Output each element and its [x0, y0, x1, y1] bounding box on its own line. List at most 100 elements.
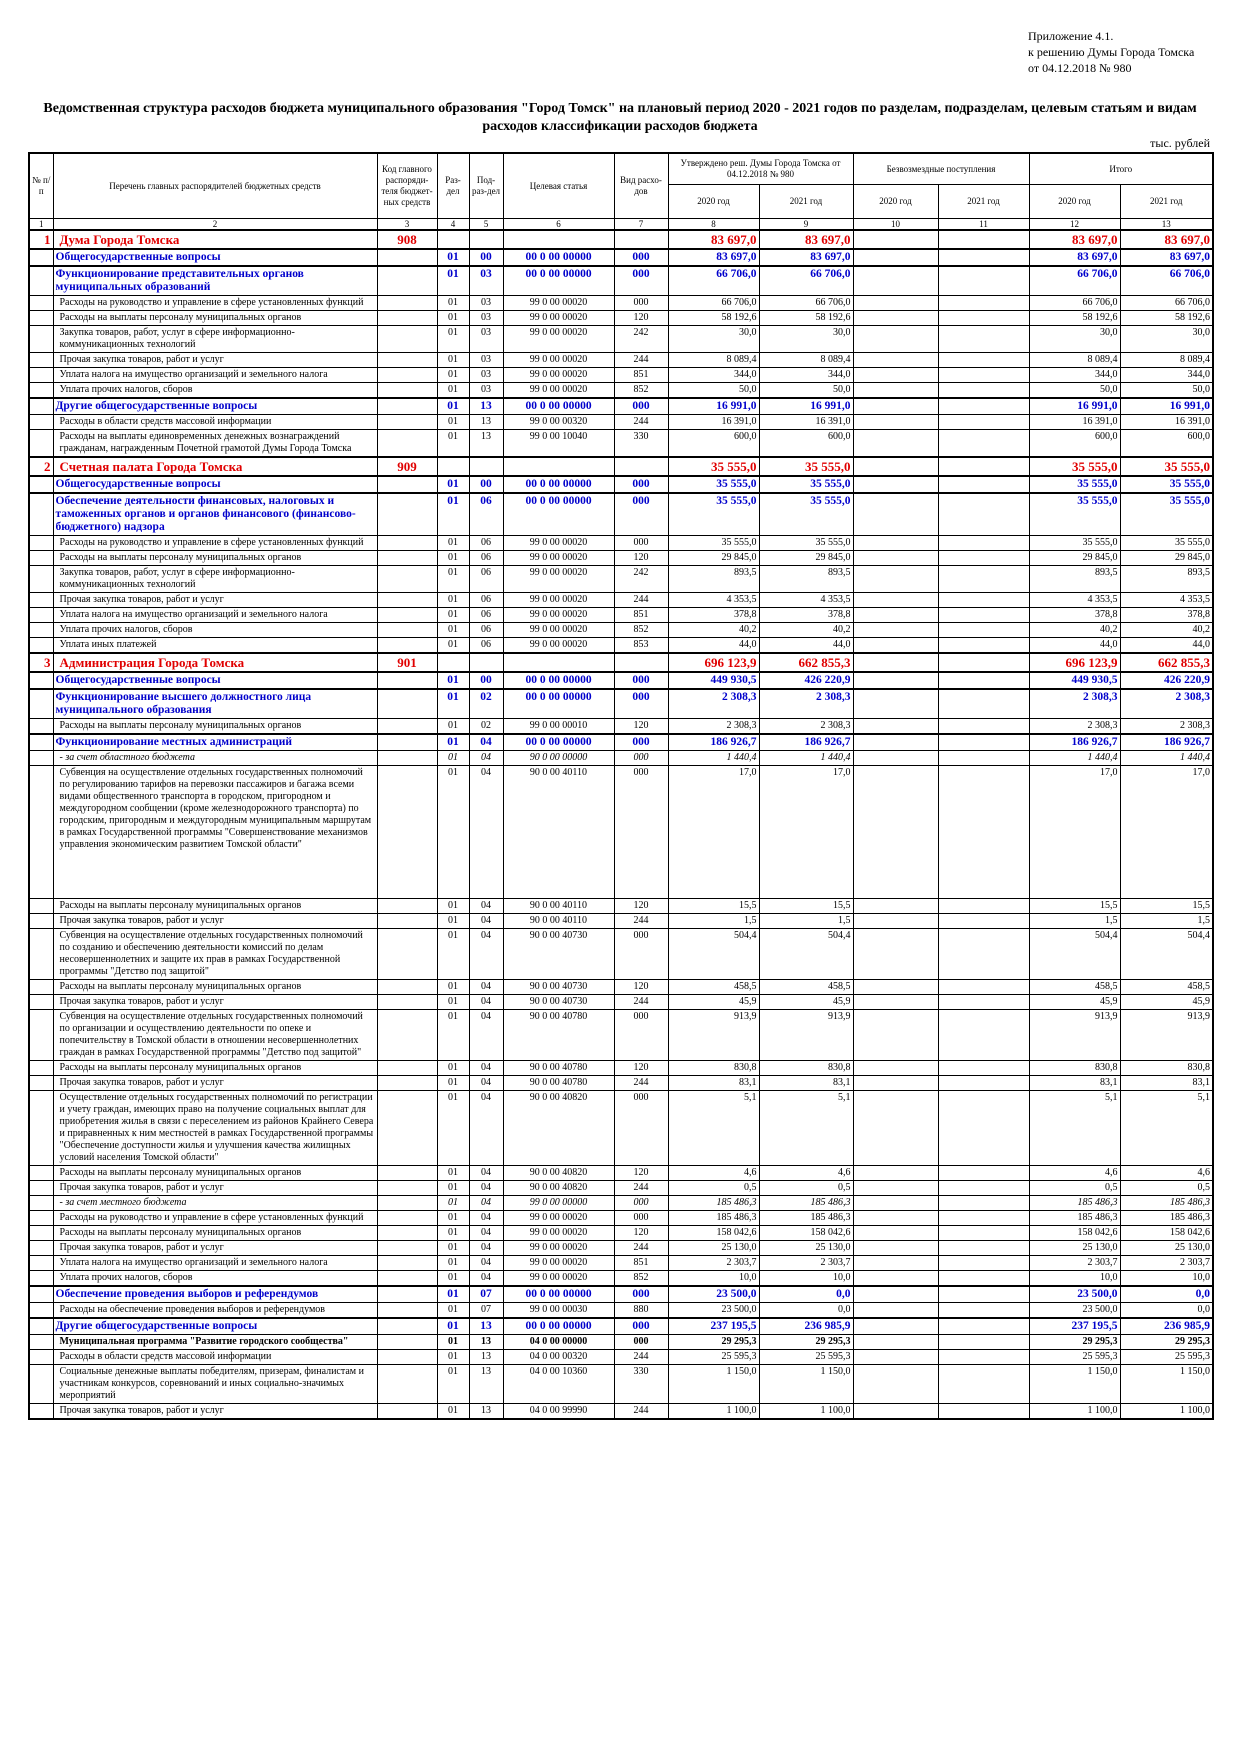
cell: 504,4 — [1028, 928, 1121, 980]
cell — [376, 1210, 438, 1226]
cell — [376, 1009, 438, 1061]
note-line: к решению Думы Города Томска — [1028, 45, 1195, 59]
cell: 35 555,0 — [1119, 475, 1214, 494]
cell: 90 0 00 40730 — [502, 979, 615, 995]
row-plain: Уплата налога на имущество организаций и… — [28, 607, 1214, 623]
cell: 13 — [468, 1349, 504, 1365]
cell: 2 303,7 — [758, 1255, 854, 1271]
cell — [376, 1165, 438, 1181]
cell: 000 — [613, 1009, 669, 1061]
cell: 662 855,3 — [1119, 652, 1214, 673]
cell: 99 0 00 00000 — [502, 1195, 615, 1211]
cell — [28, 1210, 54, 1226]
cell: Прочая закупка товаров, работ и услуг — [52, 1180, 378, 1196]
cell — [28, 913, 54, 929]
cell: Дума Города Томска — [52, 229, 378, 250]
cell: 01 — [436, 1349, 470, 1365]
cell — [376, 1317, 438, 1335]
cell — [937, 565, 1030, 593]
cell: 5,1 — [1119, 1090, 1214, 1166]
cell: Счетная палата Города Томска — [52, 456, 378, 477]
cell: 120 — [613, 718, 669, 735]
cell: 29 295,3 — [667, 1334, 760, 1350]
cell — [28, 688, 54, 719]
cell: 83,1 — [758, 1075, 854, 1091]
cell: 504,4 — [667, 928, 760, 980]
cell: 99 0 00 00020 — [502, 1255, 615, 1271]
cell: 000 — [613, 928, 669, 980]
cell: 04 — [468, 765, 504, 899]
cell — [376, 429, 438, 458]
cell — [28, 733, 54, 751]
cell: 01 — [436, 397, 470, 415]
doc-title: Ведомственная структура расходов бюджета… — [43, 101, 1197, 134]
cell: 01 — [436, 310, 470, 326]
cell — [852, 382, 939, 399]
cell: 000 — [613, 397, 669, 415]
cell: 2 308,3 — [1028, 688, 1121, 719]
cell: 344,0 — [1119, 367, 1214, 383]
cell — [937, 414, 1030, 430]
cell: 01 — [436, 1180, 470, 1196]
cell: 58 192,6 — [1119, 310, 1214, 326]
cell — [376, 898, 438, 914]
cell: 04 0 00 00320 — [502, 1349, 615, 1365]
cell — [937, 367, 1030, 383]
cell: 66 706,0 — [758, 295, 854, 311]
cell: Общегосударственные вопросы — [52, 248, 378, 267]
cell: 15,5 — [1028, 898, 1121, 914]
cell: 2 308,3 — [758, 688, 854, 719]
cell: 344,0 — [758, 367, 854, 383]
cell: 30,0 — [1119, 325, 1214, 353]
cell: 01 — [436, 671, 470, 690]
row-plain: Прочая закупка товаров, работ и услуг 01 0… — [28, 913, 1214, 929]
row-plain: Расходы на руководство и управление в сф… — [28, 535, 1214, 551]
cell: 04 — [468, 1180, 504, 1196]
column-number: 9 — [758, 218, 854, 231]
column-number: 5 — [468, 218, 504, 231]
cell — [937, 1180, 1030, 1196]
cell: 01 — [436, 535, 470, 551]
cell: 851 — [613, 607, 669, 623]
cell: Субвенция на осуществление отдельных гос… — [52, 765, 378, 899]
cell — [852, 1090, 939, 1166]
cell: 504,4 — [1119, 928, 1214, 980]
cell — [937, 994, 1030, 1010]
cell: 16 991,0 — [1119, 397, 1214, 415]
cell: 893,5 — [667, 565, 760, 593]
cell: Функционирование местных администраций — [52, 733, 378, 751]
cell: 06 — [468, 607, 504, 623]
cell — [28, 750, 54, 766]
cell — [852, 718, 939, 735]
cell: 01 — [436, 1334, 470, 1350]
cell — [28, 928, 54, 980]
row-plain: Осуществление отдельных государственных … — [28, 1090, 1214, 1166]
cell: 244 — [613, 1403, 669, 1420]
cell — [28, 550, 54, 566]
cell: 90 0 00 40110 — [502, 913, 615, 929]
cell: 90 0 00 40110 — [502, 898, 615, 914]
cell: 185 486,3 — [758, 1195, 854, 1211]
cell — [28, 310, 54, 326]
cell: 00 — [468, 248, 504, 267]
cell — [436, 652, 470, 673]
cell: 913,9 — [758, 1009, 854, 1061]
cell: 01 — [436, 898, 470, 914]
cell: 06 — [468, 492, 504, 536]
cell — [436, 229, 470, 250]
cell: 01 — [436, 1090, 470, 1166]
cell: 45,9 — [758, 994, 854, 1010]
row-dept: 3 Администрация Города Томска 901 696 123,9… — [28, 652, 1214, 673]
cell — [376, 492, 438, 536]
cell: 04 — [468, 1090, 504, 1166]
cell — [937, 913, 1030, 929]
cell: 83 697,0 — [758, 229, 854, 250]
cell — [376, 928, 438, 980]
cell — [376, 1225, 438, 1241]
cell — [937, 671, 1030, 690]
cell: 378,8 — [758, 607, 854, 623]
row-plain: Расходы на выплаты персоналу муниципальн… — [28, 1225, 1214, 1241]
cell: 000 — [613, 750, 669, 766]
cell: 29 845,0 — [758, 550, 854, 566]
